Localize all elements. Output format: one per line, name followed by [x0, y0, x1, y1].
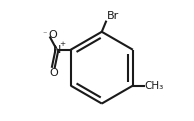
Text: O: O [49, 30, 57, 40]
Text: Br: Br [107, 11, 119, 21]
Text: +: + [60, 41, 66, 47]
Text: N: N [53, 45, 61, 55]
Text: CH₃: CH₃ [145, 81, 164, 91]
Text: O: O [49, 68, 58, 78]
Text: ⁻: ⁻ [43, 29, 47, 38]
